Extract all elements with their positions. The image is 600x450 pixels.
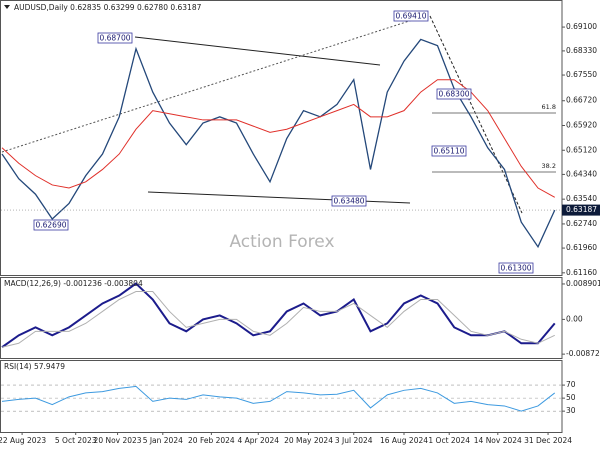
annotation-box — [393, 10, 429, 22]
watermark: Action Forex — [229, 232, 334, 252]
annotation: 0.68300 — [438, 90, 469, 99]
annotation: 0.63480 — [333, 197, 364, 206]
annotation: 0.61300 — [500, 264, 531, 273]
plots: 0.69100 0.68330 0.67550 0.66720 0.65920 0.651… — [0, 22, 600, 445]
x-tick-label: 20 May 2024 — [284, 436, 333, 445]
fib-label: 61.8 — [542, 103, 556, 111]
trend-line — [429, 15, 523, 214]
y-tick-label: 0.68330 — [566, 46, 597, 55]
series-line — [1, 38, 556, 249]
x-tick-label: 20 Nov 2023 — [94, 436, 142, 445]
annotation: 0.62690 — [35, 221, 66, 230]
y-tick-label: -0.008729 — [566, 349, 600, 358]
annotation-box — [498, 262, 534, 274]
y-tick-label: 0.69100 — [566, 22, 597, 31]
x-tick-label: 20 Feb 2024 — [188, 436, 235, 445]
y-tick-label: 0.008901 — [566, 279, 600, 288]
annotation: 0.68700 — [99, 34, 130, 43]
y-tick-label: 50 — [566, 393, 576, 402]
price-panel — [0, 0, 563, 276]
series-line — [1, 291, 555, 348]
y-tick-label: 0.66720 — [566, 96, 597, 105]
x-tick-label: 5 Jan 2024 — [143, 436, 183, 445]
trend-line — [1, 14, 429, 153]
dropdown-icon — [4, 5, 10, 9]
annotation-box — [431, 145, 467, 157]
annotation-box — [33, 219, 69, 231]
x-tick-label: 5 Oct 2023 — [55, 436, 97, 445]
x-tick-label: 3 Jul 2024 — [335, 436, 373, 445]
annotation-box — [436, 88, 472, 100]
y-tick-label: 0.62740 — [566, 219, 597, 228]
y-tick-label: 0.65920 — [566, 121, 597, 130]
macd-panel — [0, 277, 563, 359]
annotation: 0.65110 — [433, 147, 464, 156]
y-tick-label: 0.61160 — [566, 268, 597, 277]
fib-label: 38.2 — [542, 162, 556, 170]
y-tick-label: 0.65120 — [566, 145, 597, 154]
annotation-box — [331, 195, 367, 207]
x-tick-label: 4 Apr 2024 — [237, 436, 279, 445]
series-line — [1, 79, 555, 198]
annotations: 0.68700 0.69410 0.68300 0.65110 0.63480 … — [33, 10, 534, 274]
current-price-label: 0.63187 — [566, 205, 597, 214]
y-tick-label: 0.67550 — [566, 70, 597, 79]
rsi-header: RSI(14) 57.9479 — [4, 362, 65, 371]
x-tick-label: 16 Aug 2024 — [380, 436, 428, 445]
current-price-box — [562, 204, 600, 216]
trend-line — [134, 36, 381, 66]
annotation: 0.69410 — [395, 12, 426, 21]
price-header: AUDUSD,Daily 0.62835 0.63299 0.62780 0.6… — [14, 3, 202, 12]
macd-header: MACD(12,26,9) -0.001236 -0.003804 — [4, 279, 143, 288]
y-tick-label: 0.63540 — [566, 194, 597, 203]
series-line — [1, 385, 556, 412]
y-tick-label: 30 — [566, 406, 576, 415]
series-line — [1, 282, 556, 349]
x-tick-label: 22 Aug 2023 — [0, 436, 46, 445]
y-tick-label: 70 — [566, 380, 576, 389]
x-tick-label: 14 Nov 2024 — [474, 436, 522, 445]
annotation-box — [97, 32, 133, 44]
x-tick-label: 31 Dec 2024 — [524, 436, 572, 445]
rsi-panel — [0, 360, 563, 433]
x-tick-label: 1 Oct 2024 — [428, 436, 470, 445]
y-tick-label: 0.61960 — [566, 243, 597, 252]
y-tick-label: 0.00 — [566, 314, 583, 323]
y-tick-label: 0.64340 — [566, 169, 597, 178]
